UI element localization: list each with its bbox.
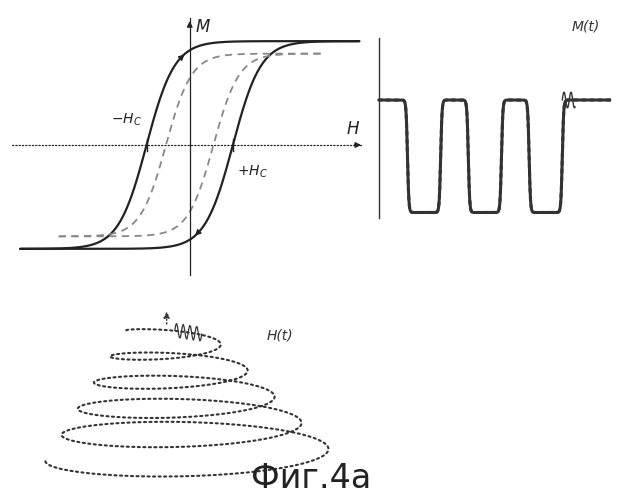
Text: H: H bbox=[347, 120, 360, 138]
Text: $-H_C$: $-H_C$ bbox=[111, 112, 142, 128]
Text: M(t): M(t) bbox=[572, 20, 600, 34]
Text: H(t): H(t) bbox=[266, 329, 293, 343]
Text: Фиг.4a: Фиг.4a bbox=[251, 462, 371, 495]
Text: $+H_C$: $+H_C$ bbox=[238, 164, 268, 180]
Text: M: M bbox=[196, 18, 210, 36]
